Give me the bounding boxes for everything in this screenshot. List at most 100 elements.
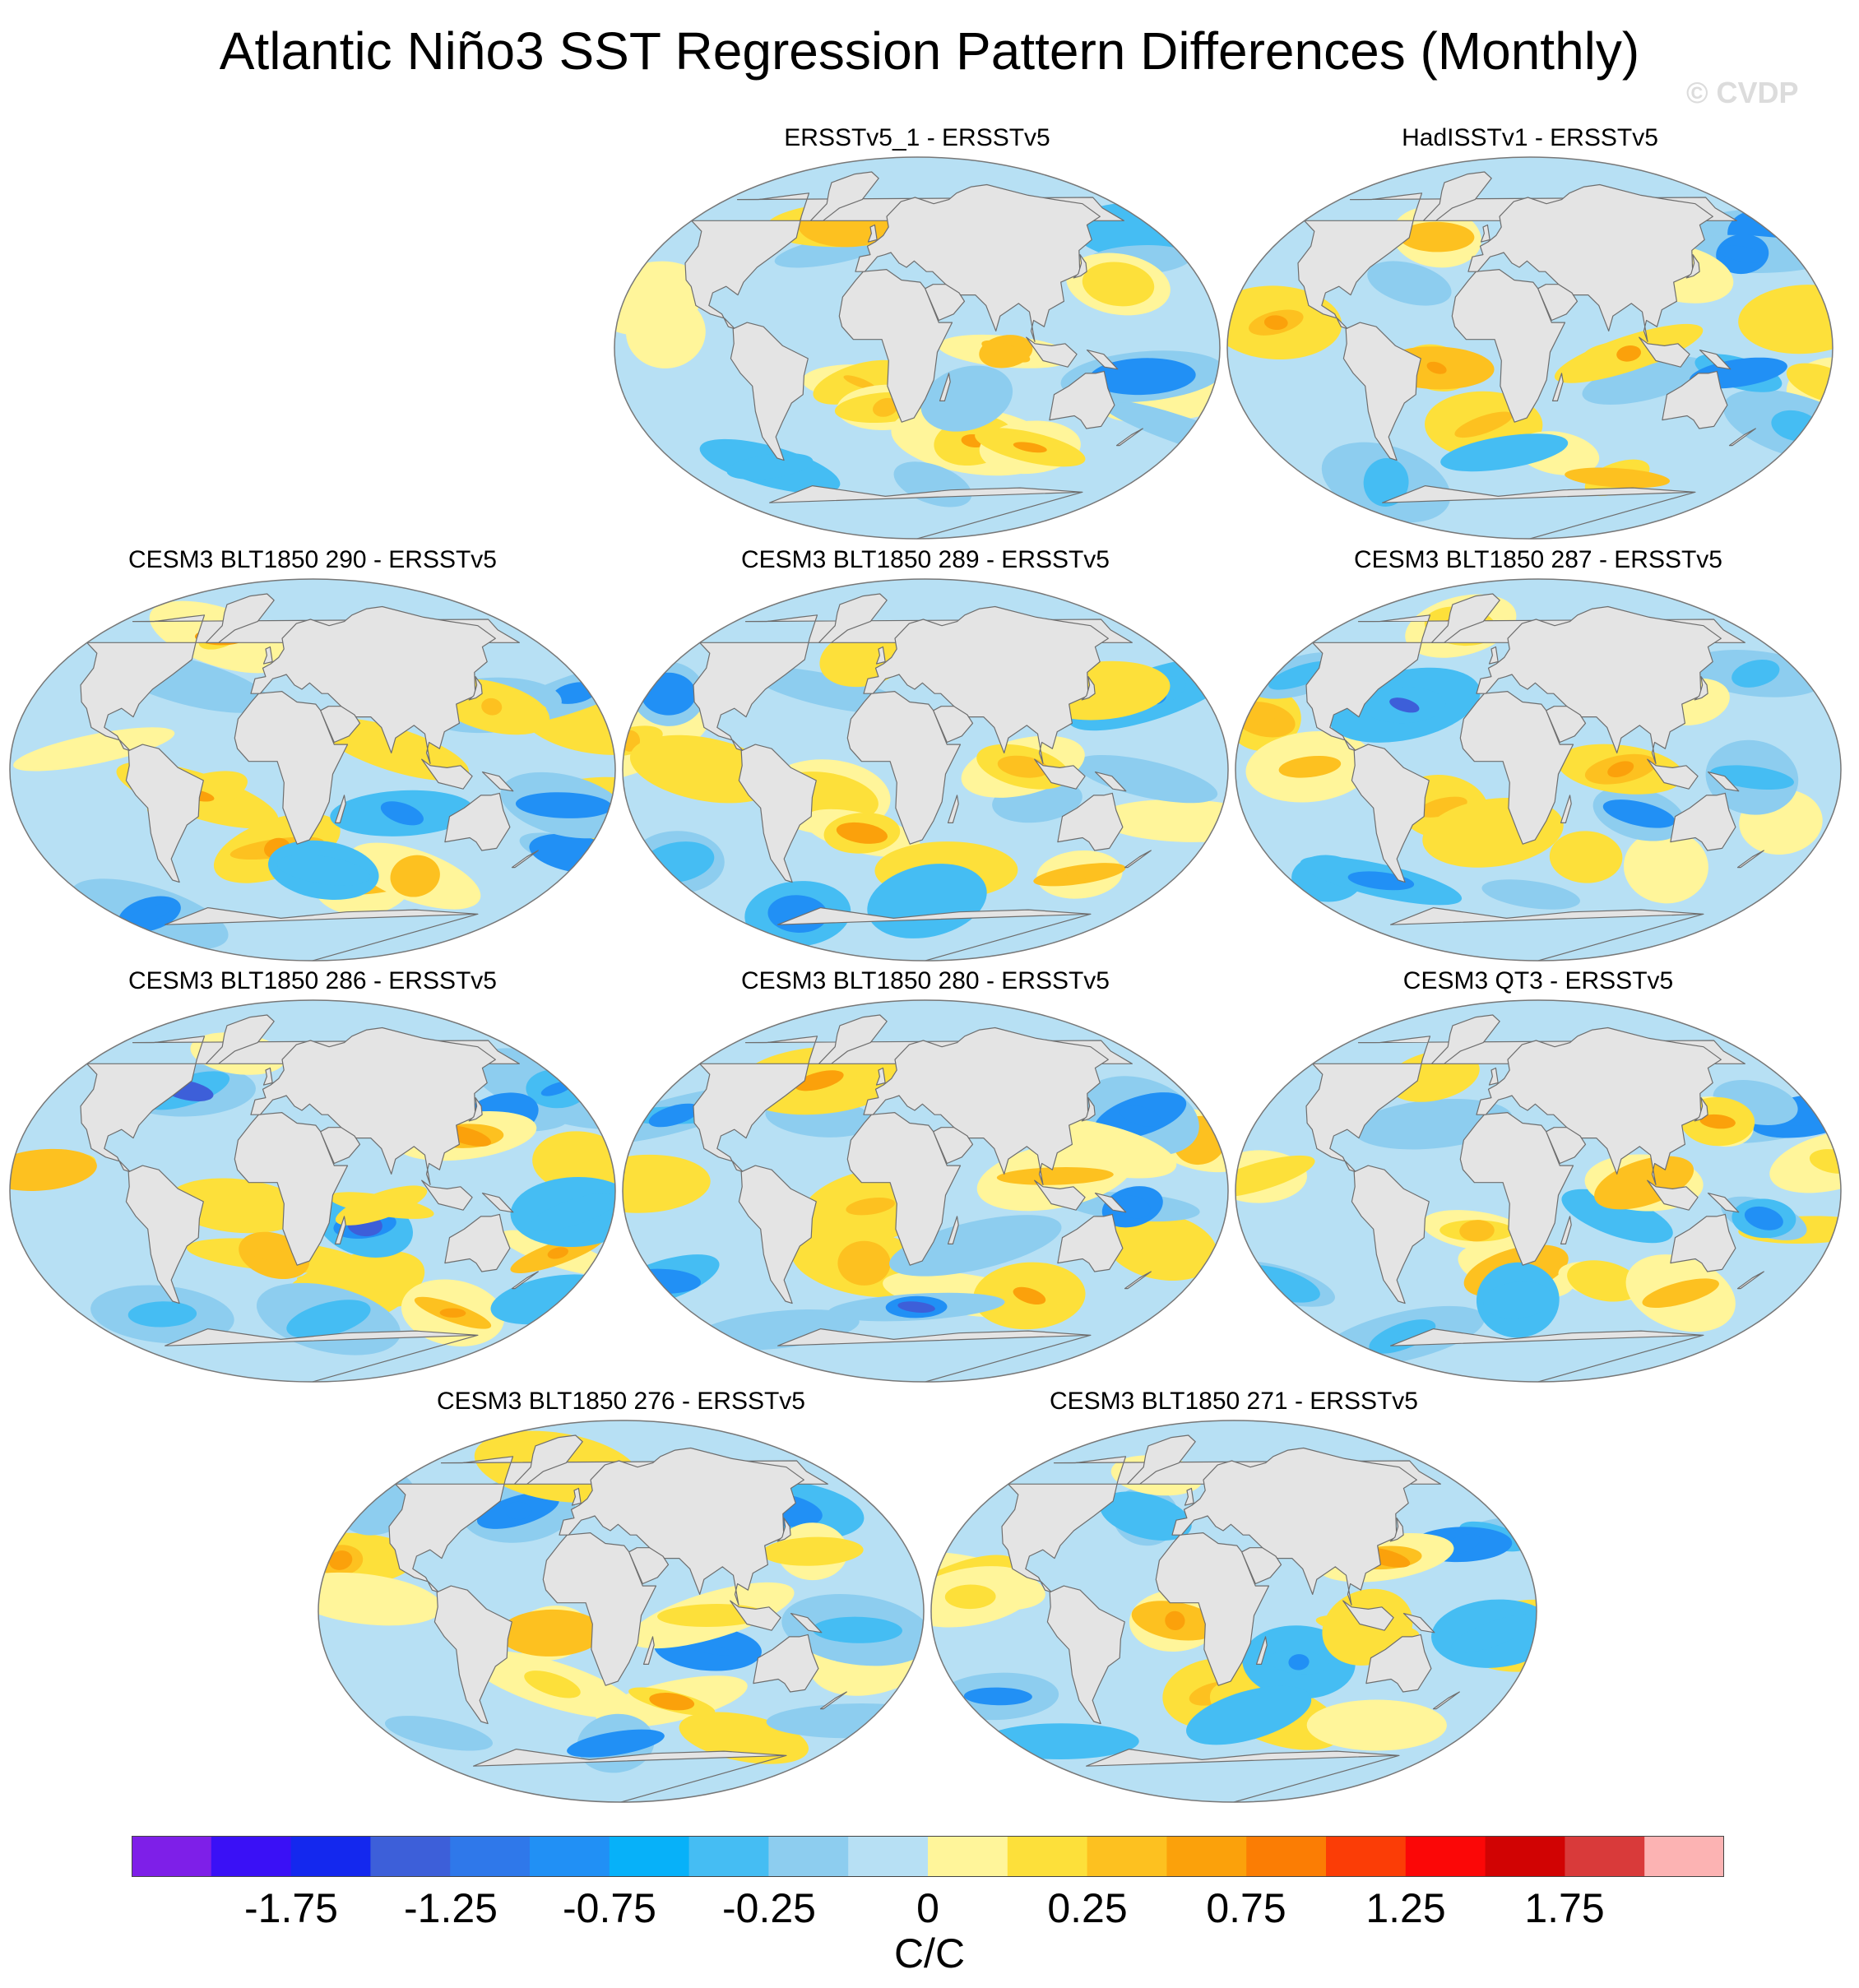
land-north-america [80,614,521,752]
anomaly-patch [795,1070,844,1091]
colorbar-swatch [1246,1836,1327,1877]
land-australia [444,1213,511,1272]
land-north-america [684,192,1125,330]
colorbar-swatch [688,1836,769,1877]
anomaly-patch [247,1248,301,1263]
anomaly-patch [286,1300,371,1339]
land-indonesia [1034,758,1086,790]
land-japan [468,1096,483,1122]
land-greenland [1422,171,1492,221]
map-panel: CESM3 BLT1850 289 - ERSSTv5 [621,545,1230,965]
land-uk [867,224,878,243]
anomaly-patch [380,801,424,826]
land-japan [1073,253,1087,279]
land-uk [1184,1487,1194,1506]
anomaly-patch [1315,1615,1420,1640]
land-madagascar [1560,1216,1572,1244]
anomaly-patch [276,855,371,886]
colorbar-swatch [609,1836,690,1877]
anomaly-patch [1582,356,1708,405]
anomaly-patch [1288,1654,1310,1671]
panel-title: CESM3 BLT1850 271 - ERSSTv5 [1050,1388,1418,1415]
land-south-america [433,1585,512,1725]
map-panel: HadISSTv1 - ERSSTv5 [1226,123,1834,543]
colorbar-swatch [1485,1836,1565,1877]
anomaly-patch [1565,467,1671,489]
colorbar-tick-label: 0 [916,1885,939,1931]
land-eurasia [1171,1447,1417,1606]
land-eurasia [863,1026,1109,1185]
land-japan [1389,1517,1404,1542]
land-japan [1081,1096,1096,1122]
land-antarctica [777,1328,1092,1382]
anomaly-patch [761,1536,864,1566]
land-new-guinea [481,1193,514,1213]
map-outline [1226,156,1834,540]
land-greenland [809,171,879,221]
land-arabia [1241,1547,1282,1585]
colorbar-tick-label: 0.75 [1206,1885,1286,1931]
anomaly-patch [10,1148,97,1191]
anomaly-patch [1399,221,1475,253]
anomaly-patch [328,1550,353,1570]
world-map [1226,156,1834,540]
land-south-america [738,1165,817,1304]
land-new-zealand [1432,1691,1460,1710]
land-antarctica [1390,1328,1704,1382]
land-japan [1685,253,1700,279]
world-map [930,1420,1537,1803]
land-north-america [1001,1456,1442,1593]
land-south-america [1351,744,1430,883]
colorbar-swatch [1644,1836,1724,1877]
map-outline [622,999,1229,1383]
land-new-zealand [819,1691,847,1710]
land-indonesia [730,1600,781,1631]
colorbar-tick-label: -0.25 [722,1885,816,1931]
world-map [9,999,616,1383]
land-greenland [1430,1014,1500,1064]
colorbar-swatch [848,1836,929,1877]
land-africa [846,691,962,845]
anomaly-patch [963,1687,1032,1706]
anomaly-patch [873,397,899,417]
world-map [614,156,1221,540]
land-madagascar [939,373,951,401]
land-new-guinea [1094,1193,1127,1213]
anomaly-patch [384,1716,494,1751]
land-madagascar [334,795,346,823]
land-new-zealand [511,1271,539,1290]
land-indonesia [1026,336,1078,368]
land-madagascar [1560,795,1572,823]
cvdp-watermark: © CVDP [1686,76,1799,109]
map-outline [930,1420,1537,1803]
land-australia [1365,1633,1432,1693]
world-map [318,1420,925,1803]
land-arabia [320,1127,361,1165]
land-antarctica [777,907,1092,961]
land-australia [1670,1213,1736,1272]
land-south-america [1351,1165,1430,1304]
land-uk [1488,1067,1499,1086]
land-arabia [933,706,974,744]
land-eurasia [559,1447,804,1606]
land-new-zealand [511,850,539,869]
anomaly-patch [1440,433,1569,472]
world-map [1235,999,1842,1383]
anomaly-patch [1075,754,1218,804]
land-antarctica [769,485,1083,539]
anomaly-patch [837,1240,891,1286]
map-outline [622,578,1229,962]
anomaly-patch [1066,870,1093,879]
land-greenland [513,1434,583,1485]
anomaly-patch [1114,1195,1151,1219]
land-eurasia [1476,605,1722,764]
land-africa [838,269,953,423]
map-panel: CESM3 QT3 - ERSSTv5 [1234,966,1843,1386]
land-new-guinea [481,772,514,792]
anomaly-patch [1459,416,1509,433]
colorbar-tick-label: -1.25 [404,1885,498,1931]
anomaly-patch [1268,661,1333,690]
anomaly-patch [530,1193,615,1231]
land-australia [753,1633,819,1693]
land-africa [1155,1532,1270,1686]
